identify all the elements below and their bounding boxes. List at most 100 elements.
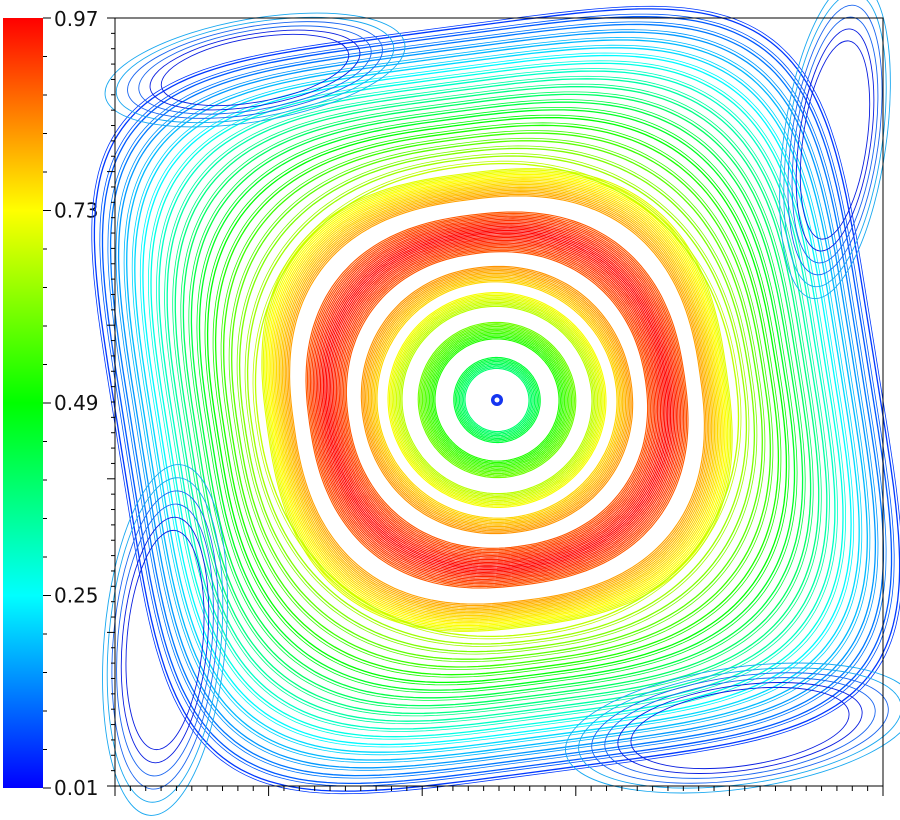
streamline	[164, 75, 830, 725]
corner-vortex-streamline	[102, 464, 228, 816]
streamline	[115, 29, 879, 771]
streamline	[214, 124, 780, 676]
streamline	[134, 47, 860, 753]
streamline	[314, 219, 680, 581]
streamline	[337, 242, 657, 558]
corner-vortex-streamline	[795, 28, 875, 252]
streamline	[460, 363, 534, 437]
streamline	[267, 173, 727, 627]
corner-vortex-streamline	[125, 529, 205, 751]
streamline	[393, 297, 601, 503]
streamline	[363, 268, 631, 532]
streamline	[424, 328, 570, 472]
streamline	[454, 358, 540, 442]
colorbar-label: 0.01	[54, 776, 99, 800]
streamline	[236, 145, 758, 655]
colorbar-labels: 0.97 0.73 0.49 0.25 0.01	[54, 7, 99, 800]
corner-vortex-streamline	[149, 29, 361, 111]
streamline	[277, 183, 717, 617]
streamline	[206, 116, 788, 684]
streamline	[190, 101, 804, 699]
streamline	[434, 338, 560, 462]
streamline	[270, 176, 724, 624]
streamline	[344, 249, 650, 551]
streamline	[131, 44, 863, 756]
streamline	[390, 294, 604, 506]
streamline	[340, 245, 654, 555]
streamline	[335, 241, 659, 559]
streamline	[334, 239, 660, 561]
streamline	[362, 267, 632, 533]
streamline	[401, 305, 593, 495]
streamline	[312, 218, 682, 582]
streamline	[341, 246, 653, 554]
colorbar-gradient	[3, 18, 43, 788]
streamline	[238, 147, 756, 653]
streamline	[147, 60, 847, 740]
streamline	[305, 211, 689, 589]
streamline	[123, 36, 871, 764]
streamline	[182, 93, 812, 707]
streamline	[328, 234, 666, 566]
streamline	[275, 182, 719, 618]
streamline	[261, 168, 733, 632]
streamline	[220, 130, 774, 670]
corner-vortex-streamline	[799, 40, 871, 240]
plot-area	[91, 0, 900, 816]
corner-vortex-streamline	[791, 16, 879, 264]
streamline	[289, 195, 705, 605]
streamline	[278, 185, 716, 615]
streamline	[327, 232, 667, 568]
streamline	[117, 31, 877, 769]
streamline	[428, 332, 566, 468]
colorbar-label: 0.25	[54, 584, 99, 608]
corner-vortex-streamline	[104, 12, 406, 128]
corner-vortex-streamline	[138, 25, 372, 115]
streamline	[283, 189, 711, 611]
streamline	[274, 181, 720, 619]
corner-vortex-streamline	[120, 516, 210, 764]
streamline	[360, 265, 634, 535]
frame-ticks	[107, 17, 884, 796]
streamline	[315, 221, 679, 579]
streamline	[172, 83, 822, 717]
streamline	[419, 323, 575, 477]
streamline	[400, 304, 594, 496]
corner-vortex-streamline	[591, 672, 889, 784]
streamline	[370, 275, 624, 525]
streamline	[284, 191, 710, 609]
streamline	[464, 367, 530, 433]
streamline	[426, 330, 568, 470]
streamline	[343, 248, 651, 552]
streamline	[268, 175, 726, 625]
colorbar-label: 0.97	[54, 7, 99, 31]
corner-vortex-streamline	[127, 21, 383, 119]
colorbar: 0.97 0.73 0.49 0.25 0.01	[3, 7, 99, 800]
streamline	[427, 331, 567, 469]
streamline	[142, 54, 852, 746]
streamline	[91, 5, 900, 795]
corner-vortex-streamline	[106, 477, 224, 803]
streamline	[109, 23, 885, 777]
streamline	[180, 91, 814, 709]
streamline	[324, 229, 670, 571]
streamline	[453, 356, 541, 444]
streamline	[212, 122, 782, 678]
corner-vortex-streamline	[116, 503, 214, 777]
streamline	[204, 114, 790, 686]
streamline	[286, 192, 708, 608]
streamline	[281, 188, 713, 612]
streamline	[93, 8, 900, 792]
streamline	[433, 336, 561, 464]
vortex-center-core	[494, 397, 500, 403]
streamline	[463, 366, 531, 434]
streamline	[423, 327, 571, 473]
corner-vortex-streamline	[111, 490, 219, 790]
streamline	[139, 52, 855, 748]
streamline	[280, 186, 714, 614]
streamline	[101, 15, 893, 785]
streamline	[369, 274, 625, 526]
streamline	[332, 238, 662, 562]
corner-vortex-streamline	[783, 0, 887, 288]
streamline	[394, 298, 600, 502]
